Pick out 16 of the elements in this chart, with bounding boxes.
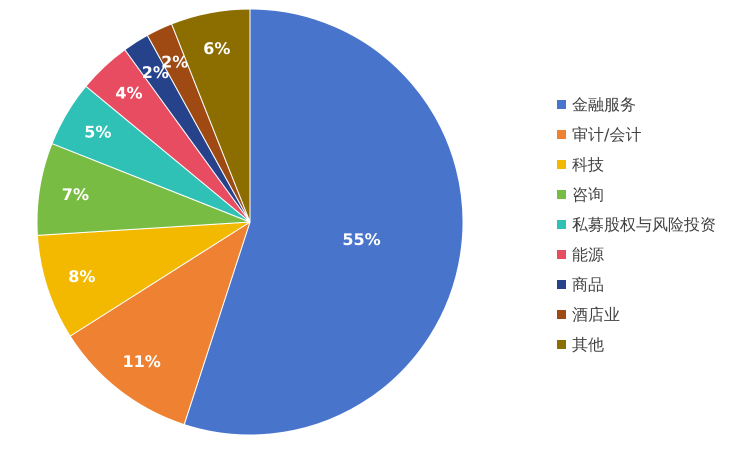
data-label: 5%	[84, 122, 112, 142]
legend-label: 商品	[572, 275, 604, 294]
legend-label: 咨询	[572, 185, 604, 204]
data-label: 6%	[203, 38, 230, 58]
data-label: 11%	[122, 352, 161, 372]
legend-label: 能源	[572, 245, 604, 264]
data-label: 4%	[115, 84, 143, 103]
legend-label: 金融服务	[572, 95, 636, 114]
legend-label: 私募股权与风险投资	[572, 215, 716, 234]
data-label: 7%	[62, 184, 89, 204]
data-label: 55%	[342, 230, 381, 250]
data-label: 8%	[68, 267, 96, 286]
legend-label: 审计/会计	[572, 125, 642, 144]
legend-label: 酒店业	[572, 305, 620, 324]
legend-label: 其他	[572, 335, 604, 354]
legend-label: 科技	[572, 155, 604, 174]
